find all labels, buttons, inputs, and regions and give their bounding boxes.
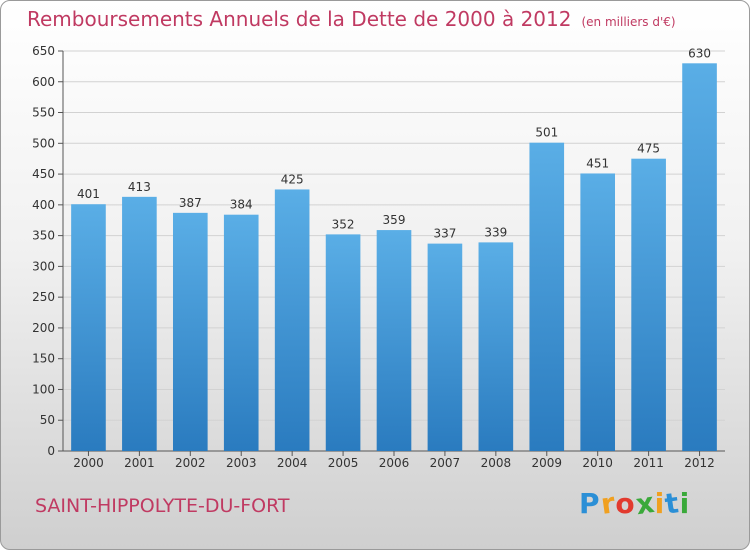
chart-title: Remboursements Annuels de la Dette de 20… — [27, 7, 676, 31]
bar — [274, 189, 310, 451]
y-tick-label: 600 — [32, 75, 55, 89]
y-tick-label: 650 — [32, 44, 55, 58]
bar-value-label: 425 — [281, 172, 304, 186]
y-tick-label: 100 — [32, 382, 55, 396]
x-tick-label: 2012 — [684, 456, 715, 470]
logo-letter: o — [615, 487, 636, 520]
y-tick-label: 400 — [32, 198, 55, 212]
bar — [478, 242, 514, 451]
logo-letter: P — [579, 487, 601, 520]
x-tick-label: 2010 — [582, 456, 613, 470]
bar-value-label: 451 — [586, 156, 609, 170]
bar-value-label: 339 — [484, 225, 507, 239]
y-tick-label: 450 — [32, 167, 55, 181]
commune-name: SAINT-HIPPOLYTE-DU-FORT — [35, 495, 290, 517]
bar-value-label: 501 — [535, 126, 558, 140]
bar-value-label: 352 — [332, 217, 355, 231]
x-tick-label: 2004 — [277, 456, 308, 470]
chart-title-text: Remboursements Annuels de la Dette de 20… — [27, 7, 572, 31]
bar-value-label: 384 — [230, 198, 253, 212]
proxiti-logo: Proxiti — [579, 485, 691, 522]
x-tick-label: 2009 — [531, 456, 562, 470]
y-tick-label: 350 — [32, 229, 55, 243]
bar — [580, 173, 616, 451]
bar-value-label: 401 — [77, 187, 100, 201]
bar — [682, 63, 717, 452]
bar-value-label: 413 — [128, 180, 151, 194]
x-tick-label: 2005 — [328, 456, 359, 470]
y-tick-label: 250 — [32, 290, 55, 304]
bar — [172, 212, 208, 451]
bar — [427, 243, 463, 451]
y-tick-label: 0 — [47, 444, 55, 458]
bar — [376, 230, 412, 451]
bar — [223, 214, 259, 451]
x-tick-label: 2008 — [481, 456, 512, 470]
bar-value-label: 387 — [179, 196, 202, 210]
x-tick-label: 2011 — [633, 456, 664, 470]
x-tick-label: 2006 — [379, 456, 410, 470]
x-tick-label: 2002 — [175, 456, 206, 470]
y-tick-label: 500 — [32, 136, 55, 150]
y-tick-label: 300 — [32, 259, 55, 273]
bar — [325, 234, 361, 451]
x-tick-label: 2000 — [73, 456, 104, 470]
y-tick-label: 550 — [32, 106, 55, 120]
logo-letter: i — [679, 487, 691, 520]
x-tick-label: 2007 — [430, 456, 461, 470]
bar-value-label: 475 — [637, 142, 660, 156]
bar — [71, 204, 106, 451]
x-tick-label: 2001 — [124, 456, 155, 470]
bar — [631, 158, 666, 451]
x-tick-label: 2003 — [226, 456, 257, 470]
bar — [122, 196, 157, 451]
y-tick-label: 150 — [32, 352, 55, 366]
y-tick-label: 200 — [32, 321, 55, 335]
bar — [529, 142, 565, 451]
bar-value-label: 337 — [433, 227, 456, 241]
logo-letter: x — [633, 485, 657, 522]
bar-value-label: 359 — [383, 213, 406, 227]
logo-letter: i — [654, 487, 666, 520]
bar-value-label: 630 — [688, 46, 711, 60]
chart-unit: (en milliers d'€) — [581, 15, 676, 29]
y-tick-label: 50 — [40, 413, 55, 427]
